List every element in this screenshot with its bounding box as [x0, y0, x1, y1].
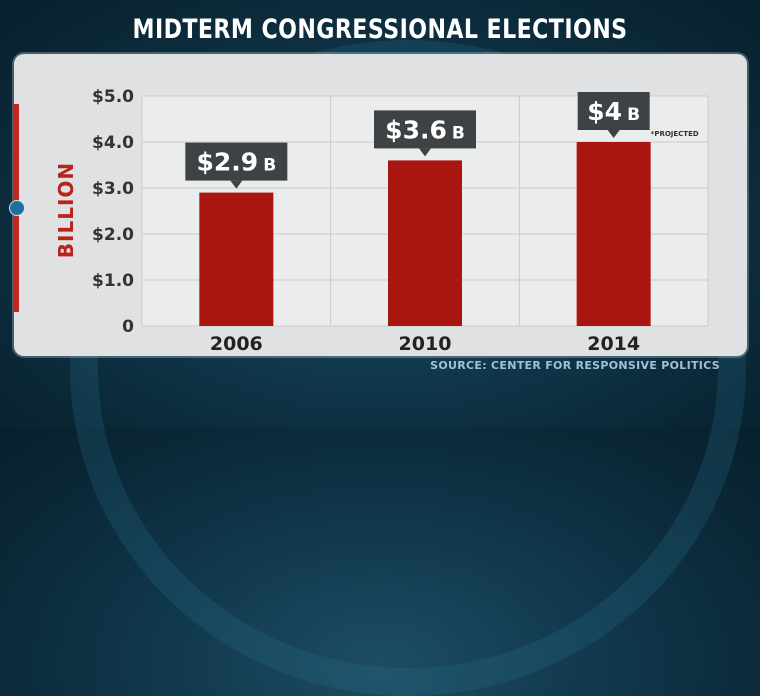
- y-tick-label: $1.0: [92, 271, 134, 291]
- y-tick-label: 0: [122, 317, 134, 337]
- y-tick-labels: 0 $1.0 $2.0 $3.0 $4.0 $5.0: [92, 87, 134, 337]
- data-label: $2.9 B: [197, 148, 277, 177]
- data-label-box: [374, 110, 476, 149]
- bar: [576, 142, 651, 326]
- data-label-pointer: [230, 180, 243, 189]
- data-label-box: [185, 142, 288, 181]
- x-tick-labels: 2006 2010 2014: [210, 333, 640, 355]
- data-label: $3.6 B: [385, 115, 465, 144]
- bar-chart: 0 $1.0 $2.0 $3.0 $4.0 $5.0 2006 2010 2014 $2.9 B…: [92, 87, 709, 355]
- bar: [388, 160, 462, 326]
- data-label-box: [577, 92, 650, 130]
- data-label: $4 B: [587, 97, 640, 126]
- x-tick-label: 2010: [399, 333, 452, 355]
- data-label-pointer: [419, 148, 431, 157]
- source-note: SOURCE: CENTER FOR RESPONSIVE POLITICS: [430, 359, 720, 372]
- y-tick-label: $2.0: [92, 225, 134, 245]
- y-tick-label: $5.0: [92, 87, 134, 107]
- x-tick-label: 2006: [210, 333, 263, 355]
- data-labels: $2.9 B $3.6 B $4 B *PROJECTED: [185, 92, 699, 189]
- bars: [199, 142, 651, 326]
- y-tick-label: $4.0: [92, 133, 134, 153]
- x-tick-label: 2014: [587, 333, 640, 355]
- y-tick-label: $3.0: [92, 179, 134, 199]
- annotation: *PROJECTED: [651, 130, 699, 138]
- bar: [199, 192, 274, 326]
- data-label-pointer: [607, 130, 620, 138]
- accent-dot: [9, 200, 25, 216]
- chart-title: MIDTERM CONGRESSIONAL ELECTIONS: [132, 14, 628, 45]
